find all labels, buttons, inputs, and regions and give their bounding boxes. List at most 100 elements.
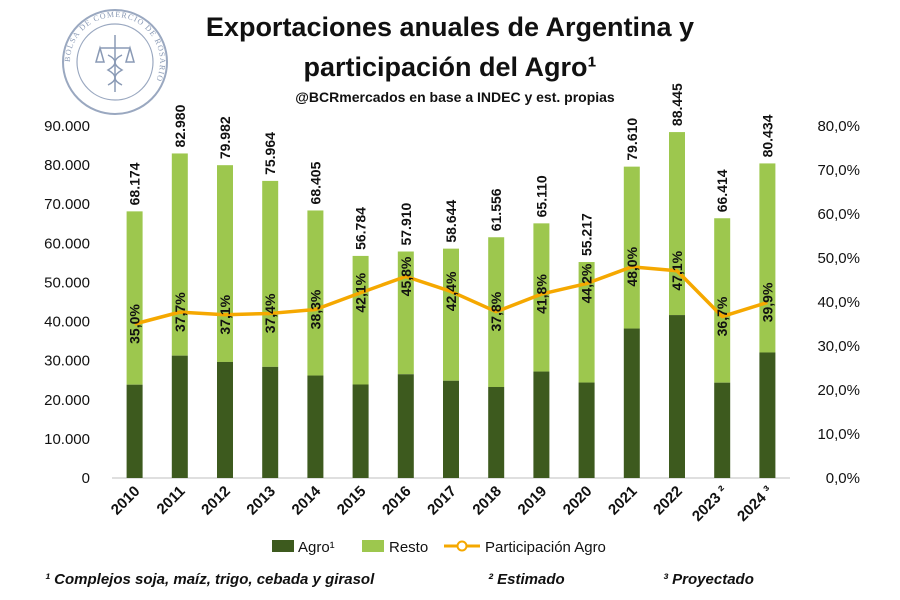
total-value-label: 57.910 <box>398 202 414 245</box>
bar-resto <box>578 262 595 383</box>
x-tick-label: 2024 ³ <box>734 483 776 525</box>
bar-resto <box>533 223 550 372</box>
share-value-label: 44,2% <box>579 263 595 303</box>
bar-agro <box>714 382 731 478</box>
y-left-tick-label: 40.000 <box>44 314 90 331</box>
share-line <box>134 265 768 326</box>
share-value-label: 37,4% <box>262 293 278 333</box>
x-tick-label: 2021 <box>605 483 641 519</box>
share-value-label: 37,7% <box>172 292 188 332</box>
bar-agro <box>126 384 143 478</box>
y-right-tick-label: 50,0% <box>817 250 860 267</box>
total-value-label: 58.644 <box>443 200 459 243</box>
bar-agro <box>443 380 459 478</box>
y-axis-right: 0,0% 10,0% 20,0% 30,0% 40,0% 50,0% 60,0% 70,0% 8… <box>817 118 860 487</box>
bar-resto <box>217 165 233 362</box>
legend-swatch-resto <box>362 540 384 552</box>
total-value-label: 79.982 <box>217 116 233 159</box>
bar-agro <box>623 328 640 478</box>
bar-resto <box>307 210 324 376</box>
share-value-label: 47,1% <box>669 250 685 290</box>
chart-title-line1: Exportaciones anuales de Argentina y <box>206 12 694 42</box>
bar-agro <box>262 366 279 478</box>
y-axis-left: 0 10.000 20.000 30.000 40.000 50.000 60.000 70.… <box>44 118 90 487</box>
x-tick-label: 2018 <box>469 483 505 519</box>
x-tick-label: 2017 <box>424 483 460 519</box>
share-value-label: 35,0% <box>127 304 143 344</box>
bar-agro <box>669 315 685 478</box>
share-value-label: 42,1% <box>353 272 369 312</box>
total-value-label: 68.405 <box>307 161 323 204</box>
y-right-tick-label: 20,0% <box>817 382 860 399</box>
y-left-tick-label: 60.000 <box>44 235 90 252</box>
x-tick-label: 2014 <box>289 482 325 518</box>
chart-title-line2: participación del Agro¹ <box>303 52 596 82</box>
bar-agro <box>217 361 233 478</box>
y-left-tick-label: 50.000 <box>44 274 90 291</box>
total-value-label: 75.964 <box>262 132 278 175</box>
bar-resto <box>443 248 459 381</box>
share-value-label: 48,0% <box>624 246 640 286</box>
bar-resto <box>397 251 414 375</box>
share-line-path <box>134 265 768 326</box>
y-left-tick-label: 10.000 <box>44 431 90 448</box>
legend-label-resto: Resto <box>389 539 428 556</box>
y-right-tick-label: 10,0% <box>817 426 860 443</box>
total-value-label: 82.980 <box>172 104 188 147</box>
bar-agro <box>759 352 776 478</box>
share-value-label: 45,8% <box>398 256 414 296</box>
bar-agro <box>397 374 414 478</box>
total-value-label: 80.434 <box>759 114 775 157</box>
bar-resto <box>262 180 279 367</box>
bar-resto <box>352 255 369 385</box>
legend-swatch-marker <box>456 540 468 552</box>
y-right-tick-label: 30,0% <box>817 338 860 355</box>
chart-subtitle: @BCRmercados en base a INDEC y est. prop… <box>295 89 615 105</box>
bar-resto <box>714 218 731 383</box>
share-value-label: 38,3% <box>307 289 323 329</box>
bar-resto <box>759 163 776 353</box>
bar-series <box>126 132 776 478</box>
legend-label-share: Participación Agro <box>485 539 606 556</box>
y-left-tick-label: 80.000 <box>44 157 90 174</box>
bar-resto <box>126 211 143 385</box>
bar-resto <box>623 166 640 329</box>
y-right-tick-label: 60,0% <box>817 206 860 223</box>
share-value-label: 37,1% <box>217 294 233 334</box>
total-value-label: 55.217 <box>579 213 595 256</box>
total-labels: 68.174 82.980 79.982 75.964 68.405 56.784 57.9… <box>127 83 776 256</box>
x-tick-label: 2012 <box>198 483 234 519</box>
y-right-tick-label: 70,0% <box>817 162 860 179</box>
y-left-tick-label: 90.000 <box>44 118 90 135</box>
y-left-tick-label: 30.000 <box>44 353 90 370</box>
share-value-label: 39,9% <box>759 282 775 322</box>
bar-agro <box>352 384 369 478</box>
bar-resto <box>171 153 188 356</box>
total-value-label: 66.414 <box>714 169 730 212</box>
y-right-tick-label: 80,0% <box>817 118 860 135</box>
bar-agro <box>488 386 505 478</box>
x-axis: 2010 2011 2012 2013 2014 2015 2016 2017 2018 2019… <box>108 482 776 525</box>
share-value-label: 36,7% <box>714 296 730 336</box>
total-value-label: 65.110 <box>533 175 549 217</box>
x-tick-label: 2011 <box>154 483 189 518</box>
legend-label-agro: Agro¹ <box>298 539 335 556</box>
caduceus-icon <box>95 35 135 92</box>
x-tick-label: 2016 <box>379 483 415 519</box>
total-value-label: 79.610 <box>624 118 640 161</box>
x-tick-label: 2022 <box>650 483 686 519</box>
x-tick-label: 2023 ² <box>689 483 731 525</box>
footnote-3: ³ Proyectado <box>663 571 754 588</box>
legend-swatch-agro <box>272 540 294 552</box>
y-right-tick-label: 40,0% <box>817 294 860 311</box>
bar-agro <box>578 382 595 478</box>
y-right-tick-label: 0,0% <box>826 470 860 487</box>
bar-agro <box>171 355 188 478</box>
y-left-tick-label: 20.000 <box>44 392 90 409</box>
bar-agro <box>307 375 324 478</box>
bcr-logo: BOLSA DE COMERCIO DE ROSARIO <box>62 9 168 115</box>
share-value-label: 37,8% <box>488 291 504 331</box>
total-value-label: 61.556 <box>488 188 504 231</box>
x-tick-label: 2019 <box>515 483 551 519</box>
